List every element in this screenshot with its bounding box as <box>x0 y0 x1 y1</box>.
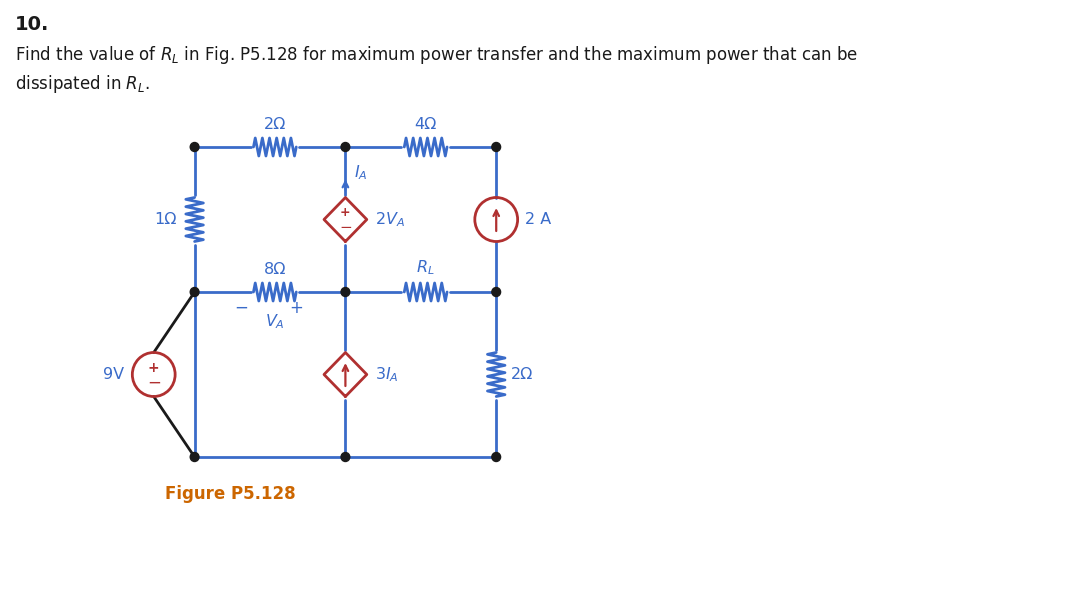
Text: 10.: 10. <box>15 14 49 34</box>
Circle shape <box>190 453 199 462</box>
Text: dissipated in $R_L$.: dissipated in $R_L$. <box>15 73 149 95</box>
Text: $V_A$: $V_A$ <box>265 312 285 330</box>
Text: 9V: 9V <box>103 367 125 382</box>
Text: 8Ω: 8Ω <box>263 262 286 277</box>
Text: $2V_A$: $2V_A$ <box>374 210 405 229</box>
Text: 1Ω: 1Ω <box>155 212 177 227</box>
Text: −: − <box>339 220 352 235</box>
Circle shape <box>341 288 350 297</box>
Circle shape <box>341 143 350 152</box>
Text: $R_L$: $R_L$ <box>417 258 435 277</box>
Text: 2Ω: 2Ω <box>511 367 533 382</box>
Text: +: + <box>289 299 303 317</box>
Text: 2 A: 2 A <box>526 212 552 227</box>
Text: +: + <box>340 206 351 219</box>
Circle shape <box>190 288 199 297</box>
Text: 4Ω: 4Ω <box>415 117 437 132</box>
Text: −: − <box>233 299 247 317</box>
Text: 2Ω: 2Ω <box>263 117 286 132</box>
Text: Figure P5.128: Figure P5.128 <box>165 485 296 503</box>
Text: −: − <box>147 373 161 391</box>
Circle shape <box>491 143 501 152</box>
Text: Find the value of $R_L$ in Fig. P5.128 for maximum power transfer and the maximu: Find the value of $R_L$ in Fig. P5.128 f… <box>15 44 858 66</box>
Text: $3I_A$: $3I_A$ <box>374 365 399 384</box>
Circle shape <box>491 288 501 297</box>
Text: $I_A$: $I_A$ <box>354 163 368 181</box>
Text: +: + <box>148 361 160 374</box>
Circle shape <box>341 453 350 462</box>
Circle shape <box>190 143 199 152</box>
Circle shape <box>491 453 501 462</box>
